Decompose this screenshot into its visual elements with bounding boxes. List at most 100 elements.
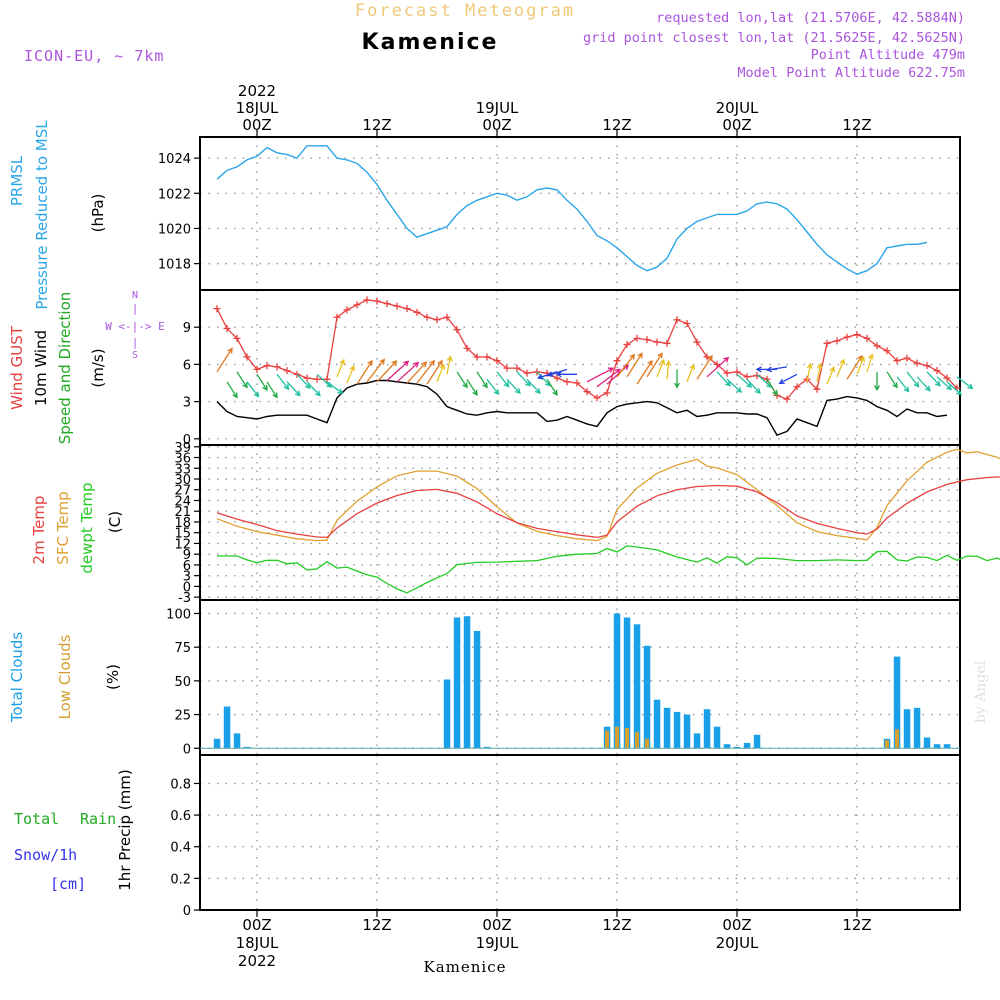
dewpoint-label: dewpt Temp: [78, 482, 96, 573]
y-tick-label: 100: [166, 607, 191, 622]
gust-marker: [903, 354, 911, 362]
low-cloud-bar: [635, 732, 639, 749]
total-cloud-bar: [243, 746, 251, 749]
y-tick-label: 1020: [158, 222, 191, 237]
total-cloud-bar: [613, 613, 621, 749]
y-tick-label: 0.4: [170, 841, 191, 856]
wind-direction-arrow: [896, 376, 910, 393]
wind-direction-arrow: [736, 373, 753, 388]
wind-direction-arrow: [526, 378, 541, 395]
wind-direction-arrow: [646, 352, 663, 378]
gust-marker: [583, 388, 591, 396]
total-cloud-bar: [673, 711, 681, 749]
wind-direction-arrow: [726, 378, 743, 393]
wind-direction-arrow: [956, 376, 974, 390]
footer-station: Kamenice: [424, 958, 507, 976]
wind-unit: (m/s): [89, 348, 107, 387]
wind-direction-arrow: [866, 353, 874, 372]
gust-marker: [283, 367, 291, 375]
gust-marker: [923, 362, 931, 370]
gust-marker: [243, 353, 251, 361]
gust-marker: [473, 353, 481, 361]
model-name: ICON-EU, ~ 7km: [24, 47, 164, 65]
gust-marker: [893, 357, 901, 365]
wind-direction-arrow: [466, 378, 478, 397]
low-cloud-bar: [645, 738, 649, 749]
precip-axis-label: 1hr Precip (mm): [116, 769, 134, 890]
pressure-label-1: PRMSL: [8, 155, 26, 206]
gust-marker: [423, 313, 431, 321]
wind-direction-arrow: [336, 358, 346, 378]
top-time-label: 12Z: [362, 116, 391, 134]
wind-direction-arrow: [766, 378, 778, 397]
y-tick-label: 15: [174, 527, 191, 542]
y-tick-label: 50: [174, 675, 191, 690]
y-tick-label: 21: [174, 505, 191, 520]
wind-direction-arrow: [536, 371, 558, 380]
y-tick-label: 3: [183, 570, 191, 585]
gust-marker: [783, 395, 791, 403]
total-cloud-bar: [733, 746, 741, 749]
bottom-time-label: 00Z: [722, 916, 751, 934]
wind-direction-arrow: [436, 363, 446, 383]
wind-direction-arrow: [356, 359, 373, 385]
y-tick-label: 24: [174, 494, 191, 509]
wind-direction-arrow: [836, 358, 846, 378]
y-tick-label: 1024: [158, 152, 191, 167]
gust-marker: [323, 375, 331, 383]
wind-direction-arrow: [826, 366, 836, 385]
wind-direction-arrow: [626, 352, 643, 378]
gust-marker: [213, 305, 221, 313]
gust-marker: [363, 296, 371, 304]
top-time-label: 19JUL: [476, 99, 519, 117]
gust-marker: [643, 336, 651, 344]
sfc-temp-label: SFC Temp: [54, 491, 72, 564]
top-time-label: 2022: [238, 82, 276, 100]
gust-marker: [913, 359, 921, 367]
wind-direction-arrow: [656, 358, 666, 378]
gust-marker: [613, 357, 621, 365]
panel-frame: [199, 754, 961, 911]
temp-unit: (C): [106, 511, 124, 533]
y-tick-label: 0: [183, 580, 191, 595]
bottom-time-label: 2022: [238, 952, 276, 970]
wind-direction-arrow: [616, 353, 636, 378]
wind-direction-arrow: [386, 360, 410, 381]
wind-direction-arrow: [286, 381, 301, 397]
gust-marker: [453, 326, 461, 334]
wind-direction-arrow: [778, 373, 798, 385]
gust-marker: [623, 341, 631, 349]
total-cloud-bar: [743, 742, 751, 749]
top-time-label: 00Z: [482, 116, 511, 134]
total-cloud-bar: [933, 744, 941, 749]
compass-bar-bottom: |: [132, 336, 139, 349]
wind-direction-arrow: [716, 371, 731, 387]
y-tick-label: 9: [183, 548, 191, 563]
gust-marker: [483, 353, 491, 361]
gust-marker: [463, 344, 471, 352]
total-cloud-bar: [623, 617, 631, 749]
y-tick-label: 12: [174, 537, 191, 552]
total-cloud-bar: [633, 624, 641, 749]
bottom-time-label: 19JUL: [476, 934, 519, 952]
bottom-time-label: 18JUL: [236, 934, 279, 952]
gust-marker: [673, 316, 681, 324]
panel-pressure: 1018 1020 1022 1024: [158, 136, 961, 291]
total-cloud-bar: [483, 746, 491, 749]
gust-marker: [633, 334, 641, 342]
gust-marker: [793, 383, 801, 391]
y-tick-label: 0: [183, 904, 191, 919]
gust-marker: [393, 302, 401, 310]
wind-direction-arrow: [486, 378, 500, 396]
total-clouds-label: Total Clouds: [8, 632, 26, 724]
gust-marker: [343, 306, 351, 314]
wind-direction-arrow: [406, 361, 428, 384]
gust-marker: [603, 389, 611, 397]
wind-direction-arrow: [256, 373, 268, 392]
pressure-unit: (hPa): [89, 194, 107, 233]
point-altitude: Point Altitude 479m: [811, 47, 965, 63]
gust-marker: [723, 369, 731, 377]
compass-bar-top: |: [132, 302, 139, 315]
model-altitude: Model Point Altitude 622.75m: [737, 65, 965, 81]
